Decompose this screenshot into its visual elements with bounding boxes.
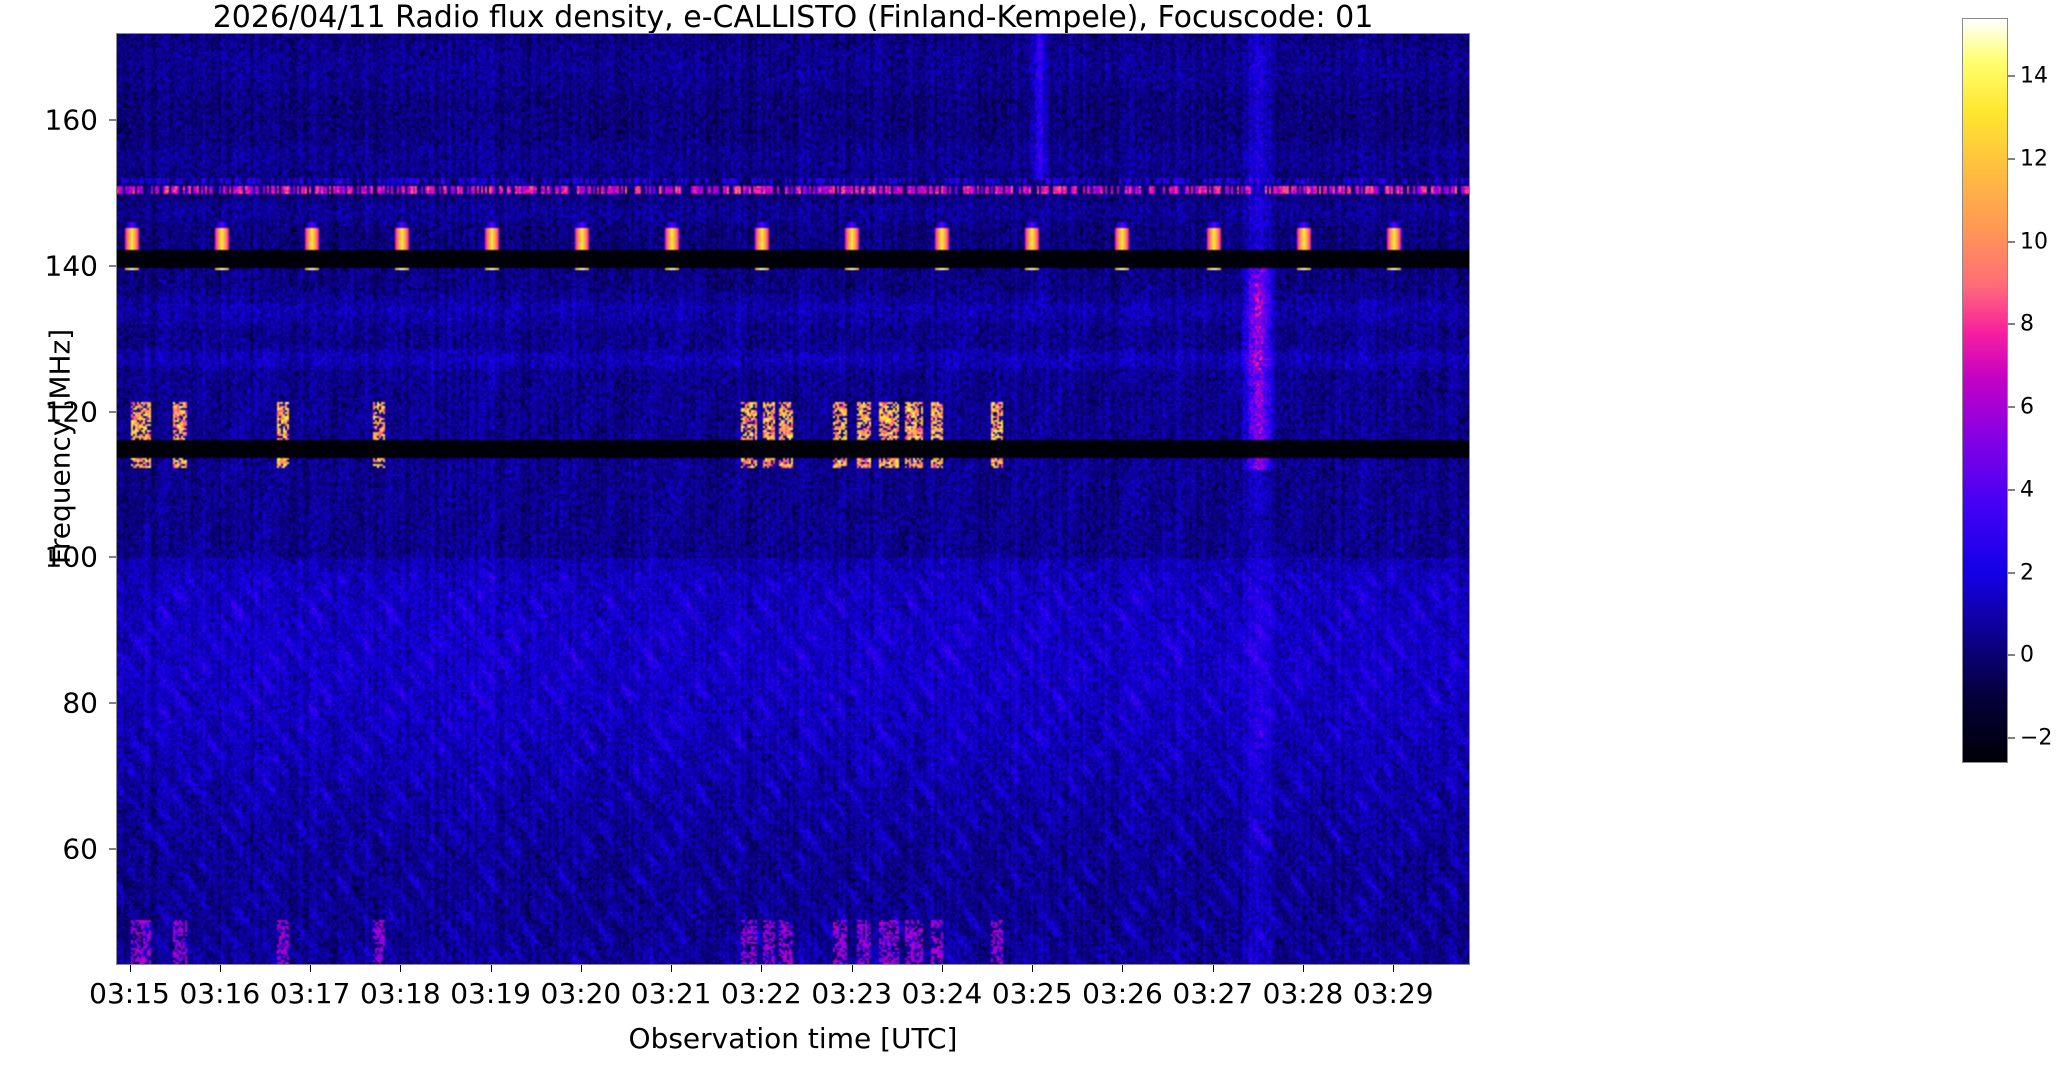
x-tick-mark	[1393, 965, 1395, 972]
x-tick-mark	[941, 965, 943, 972]
colorbar-tick-mark	[2008, 737, 2015, 739]
colorbar-tick-label: 14	[2020, 63, 2048, 89]
colorbar-tick-label: 6	[2020, 394, 2034, 420]
x-tick-label: 03:17	[269, 977, 351, 1010]
x-tick-mark	[1032, 965, 1034, 972]
colorbar-tick-label: 12	[2020, 146, 2048, 172]
x-tick-label: 03:18	[359, 977, 441, 1010]
colorbar[interactable]	[1962, 18, 2008, 763]
x-tick-label: 03:16	[179, 977, 261, 1010]
x-tick-mark	[400, 965, 402, 972]
x-tick-label: 03:20	[540, 977, 622, 1010]
x-tick-mark	[1122, 965, 1124, 972]
colorbar-tick-mark	[2008, 75, 2015, 77]
x-tick-label: 03:15	[89, 977, 170, 1010]
y-tick-mark	[109, 848, 116, 849]
colorbar-tick-mark	[2008, 572, 2015, 574]
y-tick-label: 100	[44, 540, 98, 574]
y-tick-label: 140	[44, 249, 98, 283]
x-tick-mark	[851, 965, 853, 972]
colorbar-tick-label: 4	[2020, 477, 2034, 503]
y-tick-mark	[109, 702, 116, 704]
x-tick-label: 03:28	[1262, 977, 1344, 1010]
spectrogram-image	[117, 34, 1469, 964]
x-tick-mark	[1303, 965, 1304, 972]
colorbar-tick-label: 10	[2020, 229, 2048, 254]
x-tick-label: 03:23	[811, 977, 893, 1010]
colorbar-tick-mark	[2008, 489, 2015, 491]
x-tick-label: 03:19	[450, 977, 531, 1010]
colorbar-tick-label: 8	[2020, 311, 2034, 337]
colorbar-tick-label: −2	[2020, 725, 2053, 751]
x-tick-label: 03:21	[630, 977, 712, 1010]
colorbar-gradient	[1963, 19, 2007, 762]
y-tick-label: 80	[62, 686, 98, 720]
x-tick-mark	[580, 965, 582, 972]
colorbar-tick-label: 2	[2020, 560, 2034, 586]
x-tick-mark	[310, 965, 312, 972]
x-tick-label: 03:27	[1172, 977, 1254, 1010]
colorbar-tick-label: 0	[2020, 642, 2034, 668]
y-tick-label: 120	[44, 395, 98, 429]
x-tick-label: 03:24	[901, 977, 983, 1010]
y-tick-mark	[109, 119, 116, 121]
x-tick-label: 03:25	[991, 977, 1073, 1010]
x-tick-mark	[671, 965, 673, 972]
x-tick-mark	[129, 965, 131, 972]
colorbar-tick-mark	[2008, 323, 2015, 325]
y-tick-label: 160	[44, 103, 98, 137]
colorbar-tick-mark	[2008, 654, 2015, 656]
y-tick-label: 60	[62, 832, 98, 865]
x-tick-label: 03:29	[1352, 977, 1434, 1010]
x-tick-mark	[219, 965, 221, 972]
colorbar-tick-mark	[2008, 158, 2015, 160]
spectrogram-axes[interactable]	[116, 33, 1470, 965]
x-tick-label: 03:22	[721, 977, 802, 1010]
figure-title: 2026/04/11 Radio flux density, e-CALLIST…	[212, 0, 1374, 35]
y-tick-mark	[109, 556, 116, 558]
x-tick-label: 03:26	[1082, 977, 1163, 1010]
colorbar-tick-mark	[2008, 241, 2015, 242]
y-tick-mark	[109, 411, 116, 413]
y-tick-mark	[109, 265, 116, 267]
x-tick-mark	[490, 965, 492, 972]
colorbar-tick-mark	[2008, 406, 2015, 408]
x-axis-label: Observation time [UTC]	[628, 1022, 958, 1055]
x-tick-mark	[761, 965, 763, 972]
x-tick-mark	[1212, 965, 1214, 972]
